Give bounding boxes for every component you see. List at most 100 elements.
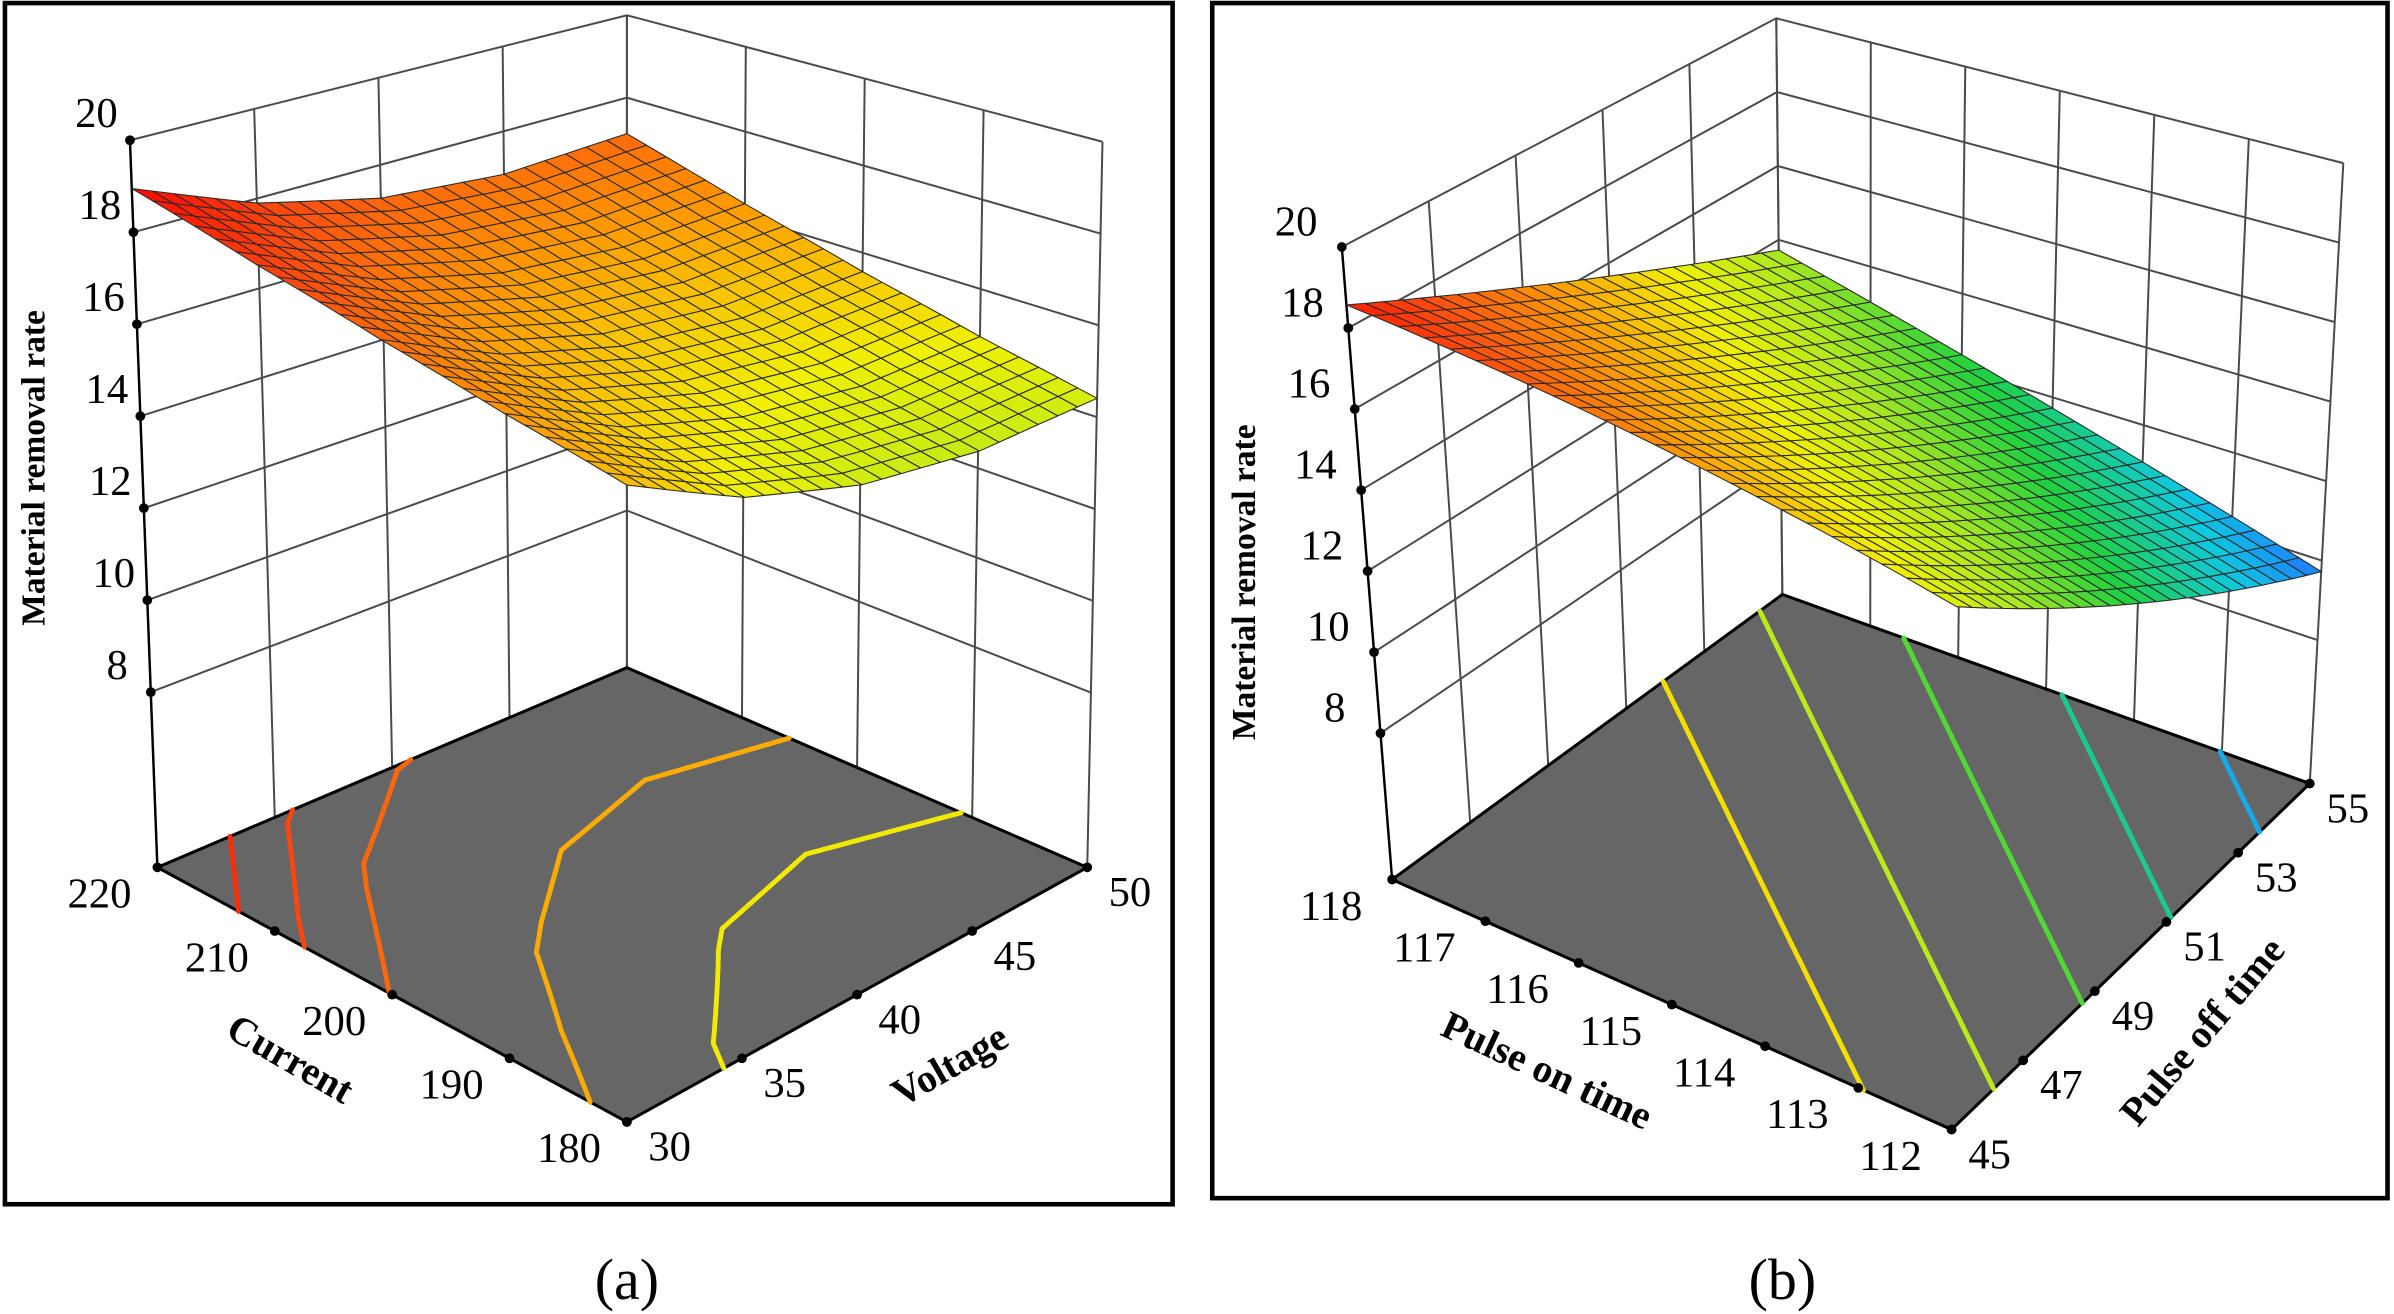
contour-line <box>1757 608 1997 1092</box>
z-tick-label: 14 <box>85 366 128 413</box>
x-tick-mark <box>504 1053 515 1064</box>
z-tick-label: 10 <box>92 550 135 597</box>
x-tick-label: 114 <box>1673 1050 1735 1097</box>
z-tick-mark <box>128 227 139 238</box>
z-tick-label: 8 <box>1324 685 1345 732</box>
wall-gridline-z <box>1341 17 2344 248</box>
y-tick-label: 53 <box>2255 854 2298 901</box>
z-tick-mark <box>138 503 149 514</box>
y-tick-mark <box>737 1053 747 1064</box>
y-tick-mark <box>852 989 862 1000</box>
wall-gridline-z <box>129 14 1103 143</box>
x-tick-label: 200 <box>302 998 366 1045</box>
x-tick-label: 112 <box>1859 1133 1921 1180</box>
x-tick-mark <box>1573 958 1584 968</box>
x-tick-label: 113 <box>1766 1091 1828 1138</box>
floor-contours <box>227 735 964 1105</box>
y-tick-label: 45 <box>994 933 1037 980</box>
x-tick-mark <box>387 989 398 1000</box>
caption-a: (a) <box>595 1247 659 1312</box>
y-tick-label: 50 <box>1109 869 1152 916</box>
right-wall-gridline <box>971 110 985 818</box>
z-tick-label: 12 <box>1301 523 1344 570</box>
x-tick-label: 190 <box>420 1062 484 1109</box>
contour-line <box>2217 748 2263 835</box>
x-tick-label: 116 <box>1486 966 1548 1013</box>
z-tick-label: 16 <box>82 274 125 321</box>
contour-line <box>284 807 307 950</box>
contour-line <box>710 810 964 1071</box>
z-tick-mark <box>125 135 135 146</box>
z-tick-mark <box>1362 566 1373 577</box>
wall-gridline-z <box>1360 238 2331 491</box>
y-tick-mark <box>622 1117 632 1127</box>
z-tick-mark <box>1343 323 1354 333</box>
panel-a-chart: 180 190 200 210 220 30 35 40 45 50 8 10 12 14 16 18 20 <box>67 14 1151 1172</box>
y-tick-mark <box>2089 986 2100 997</box>
x-tick-label: 210 <box>185 934 249 981</box>
z-tick-label: 16 <box>1288 361 1331 408</box>
y-tick-mark <box>967 926 978 936</box>
z-tick-label: 10 <box>1307 604 1350 651</box>
x-tick-mark <box>152 862 163 873</box>
z-tick-label: 14 <box>1294 442 1337 489</box>
x-tick-mark <box>1853 1083 1864 1093</box>
z-tick-mark <box>142 595 153 606</box>
panel-b-chart: 112 113 114 115 116 117 118 45 47 49 51 53 55 8 10 12 14… <box>1275 17 2369 1180</box>
contour-line <box>1901 635 2085 1006</box>
surface-cell <box>605 472 648 488</box>
y-tick-label: 47 <box>2040 1062 2083 1109</box>
z-tick-mark <box>1375 728 1386 739</box>
z-tick-mark <box>1369 647 1379 658</box>
wall-gridline-z <box>133 96 1101 235</box>
x-tick-label: 117 <box>1393 925 1455 972</box>
contour-line <box>533 735 792 1105</box>
y-tick-mark <box>2233 847 2244 858</box>
z-tick-label: 12 <box>89 458 132 505</box>
response-surface <box>131 133 1098 498</box>
right-wall-gridline <box>2132 114 2156 721</box>
z-tick-label: 20 <box>1275 198 1318 245</box>
left-wall-gridline <box>1514 155 1550 766</box>
z-tick-label: 18 <box>1281 279 1324 326</box>
panel-a-z-axis-title: Material removal rate <box>16 310 53 626</box>
y-tick-mark <box>2304 778 2315 789</box>
y-tick-label: 40 <box>878 996 921 1043</box>
y-tick-mark <box>2161 917 2172 927</box>
y-tick-label: 45 <box>1968 1131 2011 1178</box>
z-tick-label: 18 <box>79 182 122 229</box>
left-wall-gridline <box>377 77 394 768</box>
z-tick-label: 20 <box>75 90 118 137</box>
right-wall-gridline <box>2220 138 2250 753</box>
right-wall-gridline <box>2308 163 2345 784</box>
panel-b-z-axis-title: Material removal rate <box>1226 424 1263 740</box>
z-tick-mark <box>132 319 142 330</box>
wall-gridline-z <box>150 509 1092 694</box>
y-tick-mark <box>2018 1055 2029 1066</box>
z-tick-mark <box>1356 485 1367 495</box>
y-tick-label: 30 <box>648 1124 691 1171</box>
x-tick-label: 220 <box>67 871 131 918</box>
axis-ticks: 180 190 200 210 220 30 35 40 45 50 8 10 12 14 16 18 20 <box>67 90 1151 1172</box>
x-tick-mark <box>269 926 280 936</box>
x-tick-mark <box>1480 916 1491 927</box>
y-tick-mark <box>1082 862 1093 873</box>
z-tick-label: 8 <box>107 642 128 689</box>
x-tick-mark <box>1666 999 1677 1010</box>
response-surface <box>1345 249 2322 610</box>
x-tick-mark <box>1387 874 1397 885</box>
axis-ticks: 112 113 114 115 116 117 118 45 47 49 51 53 55 8 10 12 14… <box>1275 198 2369 1179</box>
y-tick-mark <box>1946 1124 1957 1135</box>
wall-gridline-z <box>1347 91 2340 329</box>
z-tick-mark <box>1349 404 1360 414</box>
z-tick-mark <box>145 687 156 698</box>
x-tick-label: 180 <box>537 1125 601 1172</box>
x-tick-mark <box>1760 1041 1770 1052</box>
z-tick-mark <box>1336 242 1347 252</box>
y-tick-label: 49 <box>2112 993 2155 1040</box>
contour-floor <box>153 666 1091 1124</box>
y-tick-label: 51 <box>2183 924 2226 971</box>
contour-line <box>227 833 241 914</box>
y-tick-label: 35 <box>763 1060 806 1107</box>
